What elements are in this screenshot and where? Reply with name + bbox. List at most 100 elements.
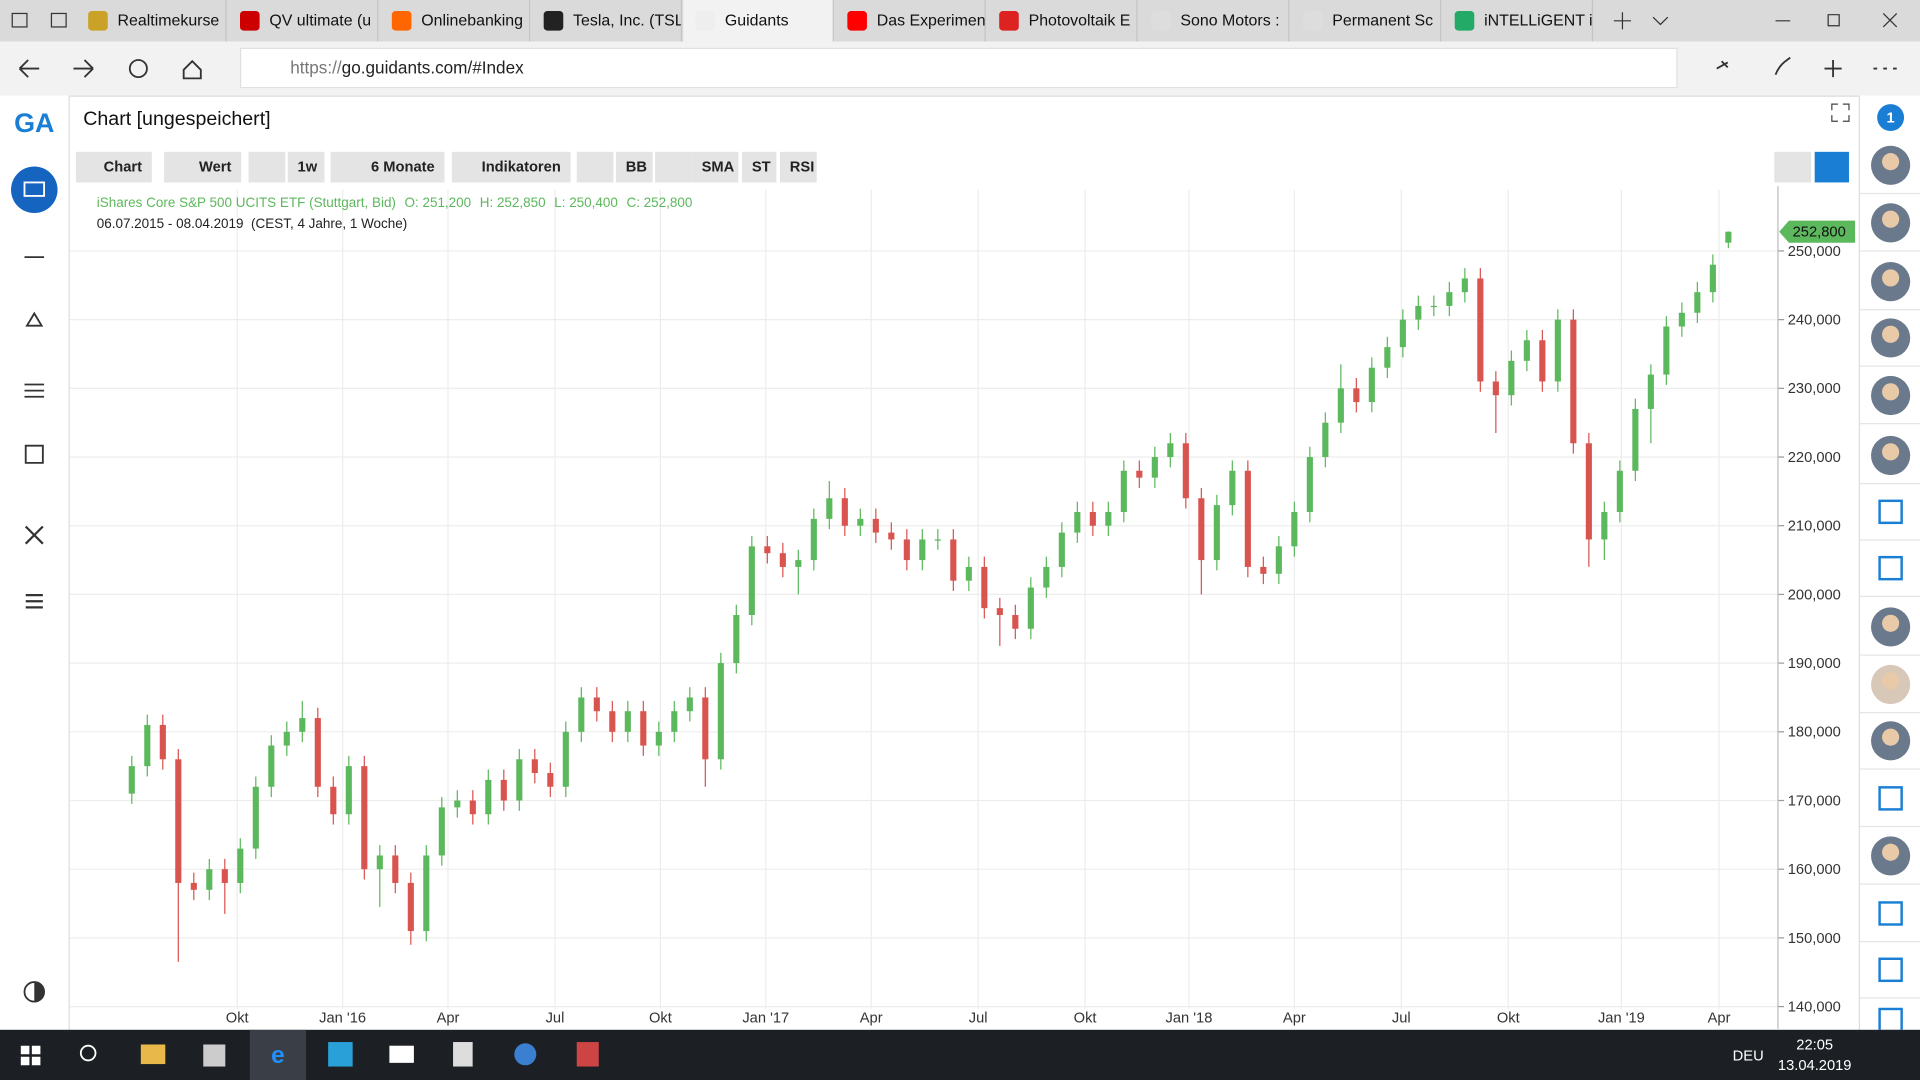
candle-body — [1198, 498, 1205, 561]
candle-body — [485, 779, 492, 815]
last-price-label: 252,800 — [1793, 225, 1846, 241]
candle-body — [841, 498, 848, 526]
avatar-face — [1882, 210, 1900, 228]
candle-body — [1709, 264, 1716, 293]
y-tick-label: 220,000 — [1788, 450, 1841, 466]
sidebar-icons[interactable]: GA — [0, 96, 69, 1030]
candle-body — [1399, 319, 1406, 348]
tab-icon — [847, 11, 867, 31]
tab-bar: Realtimekurse QV ultimate (u Onlinebanking… — [0, 0, 1920, 42]
language[interactable]: DEU — [1732, 1046, 1764, 1065]
x-tick-label: Jan '18 — [1165, 1010, 1212, 1026]
x-tick-label: Jul — [546, 1010, 565, 1026]
toolbar-button[interactable]: BB — [615, 151, 653, 183]
x-tick-label: Jan '19 — [1598, 1010, 1645, 1026]
candle-body — [1461, 278, 1468, 293]
tab-title: Realtimekurse — [117, 11, 220, 30]
avatar-face — [1882, 383, 1900, 401]
candle-body — [934, 539, 941, 541]
candle-body — [1616, 470, 1623, 512]
toolbar-button[interactable]: RSI — [780, 151, 817, 183]
settings-button[interactable] — [1814, 151, 1849, 183]
candle-body — [1585, 443, 1592, 540]
candle-body — [438, 807, 445, 856]
tab-title: Sono Motors : — [1180, 11, 1280, 30]
candle-body — [330, 786, 337, 815]
candle-body — [717, 663, 724, 760]
tab-title: iNTELLiGENT i — [1484, 11, 1593, 30]
candle-body — [345, 766, 352, 815]
nav-buttons[interactable] — [0, 42, 233, 96]
x-tick-label: Okt — [1074, 1010, 1097, 1026]
tab[interactable]: Realtimekurse — [76, 0, 227, 42]
tab-icon — [695, 11, 716, 31]
x-tick-label: Apr — [437, 1010, 460, 1026]
user-list[interactable]: 1 — [1860, 96, 1920, 1049]
toolbar-button[interactable] — [248, 151, 286, 183]
taskbar-apps[interactable]: e — [0, 1029, 637, 1080]
candle-body — [1725, 231, 1732, 243]
toolbar-button[interactable]: ST — [742, 151, 777, 183]
candle-body — [237, 848, 244, 883]
candle-body — [1182, 443, 1189, 499]
candle-body — [686, 697, 693, 712]
candle-body — [1291, 511, 1298, 547]
tab-icon — [999, 11, 1019, 31]
candle-body — [965, 566, 972, 581]
tab[interactable]: QV ultimate (u — [228, 0, 379, 42]
tab[interactable]: Guidants — [683, 0, 834, 42]
candle-body — [779, 553, 786, 567]
tab[interactable]: Sono Motors : — [1139, 0, 1290, 42]
candle-body — [1477, 278, 1484, 382]
clock[interactable]: 22:05 13.04.2019 — [1776, 1036, 1854, 1074]
candle-body — [1136, 470, 1143, 478]
tab[interactable]: Tesla, Inc. (TSL — [531, 0, 683, 42]
candle-body — [888, 532, 895, 540]
candle-body — [1012, 615, 1019, 629]
candle-body — [1523, 340, 1530, 361]
candle-body — [221, 869, 228, 883]
y-tick-label: 250,000 — [1788, 244, 1841, 260]
toolbar-button[interactable]: Indikatoren — [451, 151, 571, 183]
toolbar-button[interactable]: 1w — [287, 151, 325, 183]
tab-controls — [11, 12, 67, 28]
plot-area — [69, 97, 1859, 1029]
taskbar: e DEU 22:05 13.04.2019 — [0, 1029, 1920, 1080]
candle-body — [1678, 312, 1685, 327]
candle-body — [268, 745, 275, 787]
candle-body — [314, 718, 321, 787]
tab[interactable]: Permanent Sc — [1291, 0, 1442, 42]
tab[interactable]: Das Experimen — [835, 0, 986, 42]
candle-body — [1074, 511, 1081, 533]
candle-body — [624, 711, 631, 732]
crosshair-button[interactable] — [1774, 151, 1812, 183]
candle-body — [733, 615, 740, 664]
candle-body — [407, 882, 414, 932]
fullscreen-icon[interactable] — [1829, 102, 1851, 124]
browser-actions[interactable] — [1702, 42, 1920, 96]
url-host: go.guidants.com/#Index — [341, 57, 524, 78]
toolbar-button[interactable] — [576, 151, 614, 183]
tab-title: Tesla, Inc. (TSL — [573, 11, 683, 30]
right-sidebar: 1 — [1858, 95, 1920, 1049]
date: 13.04.2019 — [1777, 1056, 1852, 1074]
tab[interactable]: Photovoltaik E — [987, 0, 1138, 42]
candle-body — [454, 800, 461, 808]
widget-icon — [1878, 499, 1903, 525]
toolbar-button[interactable]: Wert — [164, 151, 242, 183]
toolbar-button[interactable]: Chart — [75, 151, 152, 183]
tab[interactable]: Onlinebanking — [380, 0, 531, 42]
widget-icon — [1878, 555, 1903, 581]
tab-icon — [1302, 11, 1323, 31]
candle-body — [764, 546, 771, 554]
tab[interactable]: iNTELLiGENT i — [1442, 0, 1594, 42]
toolbar-button[interactable] — [655, 151, 692, 183]
toolbar-button[interactable]: SMA — [691, 151, 739, 183]
widget-icon — [1878, 901, 1903, 926]
toolbar-button[interactable]: 6 Monate — [330, 151, 445, 183]
candle-body — [516, 759, 523, 801]
tab-icon — [88, 11, 108, 31]
candle-body — [857, 518, 864, 526]
url-field[interactable]: https://go.guidants.com/#Index — [240, 47, 1678, 89]
